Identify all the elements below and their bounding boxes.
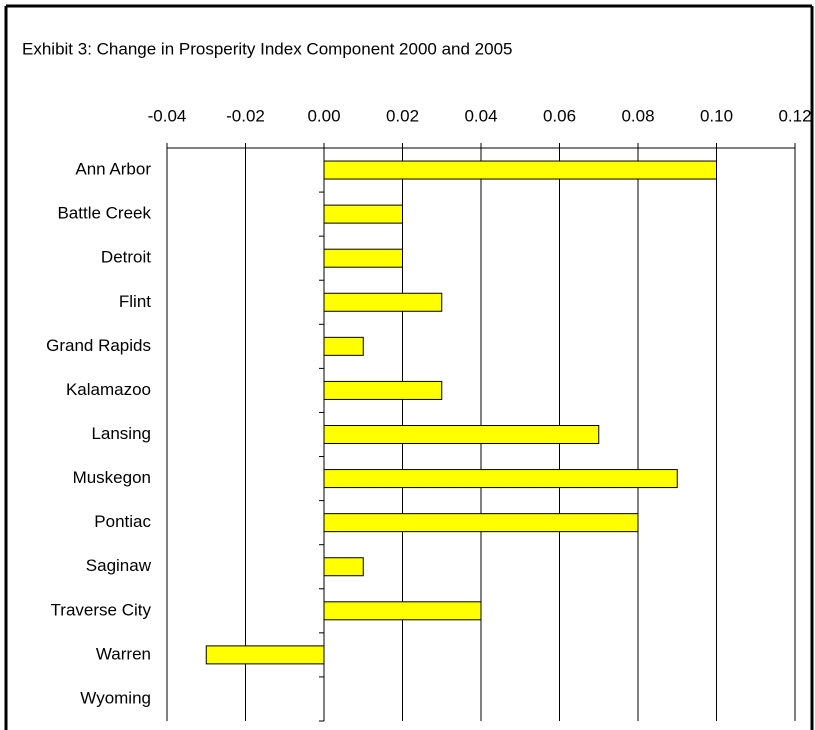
x-tick-label: 0.04 (464, 106, 497, 125)
y-tick-label: Warren (96, 644, 151, 663)
y-tick-label: Saginaw (86, 556, 152, 575)
x-tick-label: -0.04 (148, 106, 187, 125)
x-tick-label: -0.02 (226, 106, 265, 125)
bar (323, 248, 403, 268)
bar (323, 336, 364, 356)
bar (205, 645, 325, 665)
y-tick-label: Grand Rapids (46, 336, 151, 355)
x-tick-label: 0.08 (621, 106, 654, 125)
bar (323, 425, 600, 444)
bar (323, 601, 482, 621)
bar (323, 204, 403, 224)
bar (323, 160, 717, 180)
y-tick-label: Traverse City (51, 600, 152, 619)
x-tick-label: 0.00 (307, 106, 340, 125)
bar (323, 513, 639, 533)
bar (323, 292, 443, 312)
x-tick-label: 0.02 (386, 106, 419, 125)
y-tick-label: Lansing (91, 424, 151, 443)
bar (323, 557, 364, 577)
y-tick-label: Battle Creek (57, 204, 151, 223)
y-tick-label: Muskegon (73, 468, 151, 487)
chart-title: Exhibit 3: Change in Prosperity Index Co… (22, 39, 513, 58)
bar (323, 380, 443, 400)
x-tick-label: 0.06 (543, 106, 576, 125)
y-tick-label: Pontiac (94, 512, 151, 531)
x-tick-label: 0.12 (778, 106, 811, 125)
y-tick-label: Detroit (101, 248, 151, 267)
x-tick-label: 0.10 (700, 106, 733, 125)
y-tick-label: Flint (119, 292, 151, 311)
bar (323, 469, 678, 489)
y-tick-label: Ann Arbor (75, 160, 151, 179)
y-tick-label: Wyoming (80, 688, 151, 707)
y-tick-label: Kalamazoo (66, 380, 151, 399)
